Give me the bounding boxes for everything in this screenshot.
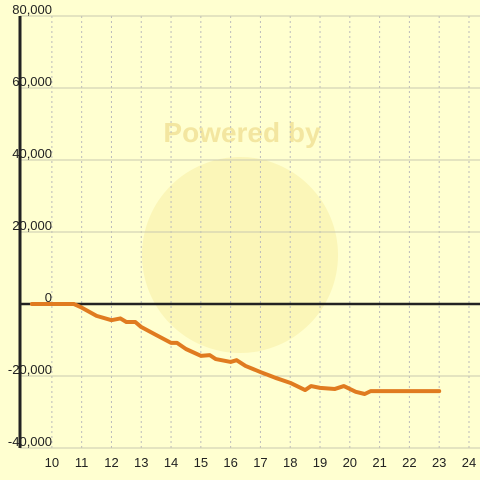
x-tick-label: 20 [343, 455, 357, 470]
x-tick-label: 22 [402, 455, 416, 470]
y-tick-label: -20,000 [8, 362, 52, 377]
x-tick-label: 12 [104, 455, 118, 470]
y-tick-label: 60,000 [12, 74, 52, 89]
x-tick-label: 19 [313, 455, 327, 470]
x-tick-label: 21 [372, 455, 386, 470]
y-tick-label: 20,000 [12, 218, 52, 233]
watermark: Powered by [163, 117, 321, 148]
x-tick-label: 14 [164, 455, 178, 470]
x-tick-label: 18 [283, 455, 297, 470]
y-tick-label: 40,000 [12, 146, 52, 161]
x-tick-label: 17 [253, 455, 267, 470]
x-tick-label: 10 [45, 455, 59, 470]
line [29, 302, 442, 396]
x-tick-label: 24 [462, 455, 476, 470]
y-tick-label: 0 [45, 290, 52, 305]
x-tick-label: 11 [75, 455, 89, 470]
x-tick-label: 23 [432, 455, 446, 470]
y-tick-label: 80,000 [12, 2, 52, 17]
y-tick-label: -40,000 [8, 434, 52, 449]
x-tick-label: 16 [223, 455, 237, 470]
x-tick-label: 15 [194, 455, 208, 470]
x-tick-label: 13 [134, 455, 148, 470]
